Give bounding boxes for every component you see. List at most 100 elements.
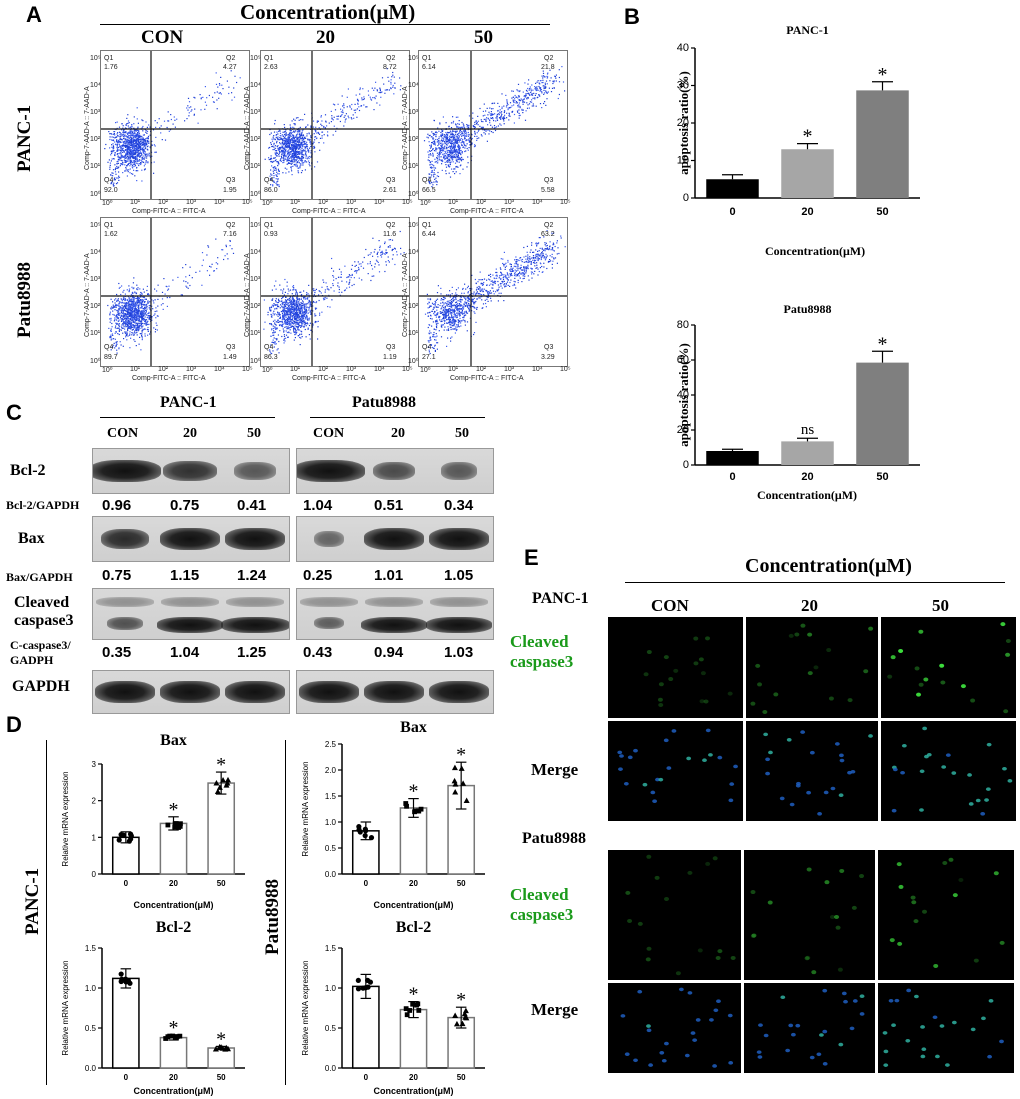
- x-axis-label: Concentration(μM): [374, 900, 454, 910]
- blot-strip: [296, 670, 494, 714]
- data-point: [216, 784, 223, 790]
- quadrant-label: Q3: [386, 344, 396, 351]
- blot-band: [430, 597, 488, 607]
- flow-y-tick: 10²: [90, 136, 101, 143]
- y-tick-label: 1.0: [85, 984, 97, 993]
- data-point: [365, 977, 371, 983]
- flow-y-axis-label: Comp-7-AAD-A :: 7-AAD-A: [244, 253, 251, 337]
- bar: [399, 807, 428, 875]
- data-point: [224, 779, 231, 786]
- flow-x-tick: 10²: [476, 199, 487, 206]
- flow-plot: Q1 1.62 Q2 7.16 Q4 89.7 Q3 1.49: [100, 217, 250, 367]
- x-tick-label: 0: [124, 879, 129, 888]
- x-axis-label: Concentration(μM): [374, 1086, 454, 1096]
- panel-a-letter: A: [26, 2, 42, 27]
- flow-x-tick: 10⁵: [242, 199, 253, 206]
- fluorescence-image-cleaved-caspase3: [608, 850, 741, 980]
- flow-x-tick: 10¹: [448, 199, 459, 206]
- y-tick-label: 2: [92, 797, 97, 806]
- bar: [781, 149, 834, 198]
- flow-x-axis-label: Comp-FITC-A :: FITC-A: [292, 208, 366, 215]
- flow-x-tick: 10⁰: [262, 200, 273, 207]
- data-point: [416, 808, 421, 814]
- quadrant-label: Q1: [422, 222, 432, 229]
- quadrant-label: Q4: [264, 344, 274, 351]
- y-axis-label: Relative mRNA expression: [61, 960, 70, 1055]
- data-point: [410, 1001, 416, 1007]
- data-point: [213, 780, 220, 786]
- bar: [706, 451, 759, 465]
- x-tick-label: 0: [729, 471, 735, 483]
- flow-x-tick: 10⁴: [214, 199, 225, 206]
- panel-e-label-merge-1: Merge: [531, 760, 579, 779]
- y-tick-label: 0.5: [85, 1024, 97, 1033]
- flow-plot: Q1 1.76 Q2 4.27 Q4 92.0 Q3 1.95: [100, 50, 250, 200]
- data-point: [453, 1020, 460, 1027]
- flow-x-tick: 10⁴: [214, 366, 225, 373]
- flow-x-tick: 10¹: [290, 366, 301, 373]
- quadrant-value: 86.3: [264, 354, 278, 361]
- data-point: [356, 824, 362, 830]
- flow-y-tick: 10⁴: [250, 82, 261, 89]
- data-point: [170, 1033, 176, 1039]
- bar: [856, 90, 909, 198]
- wb-ratio: 1.25: [237, 644, 267, 661]
- flow-y-tick: 10⁰: [250, 191, 261, 198]
- flow-x-tick: 10²: [318, 366, 329, 373]
- y-tick-label: 0.0: [325, 870, 337, 879]
- x-tick-label: 0: [124, 1073, 129, 1082]
- wb-ratio: 1.03: [444, 644, 474, 661]
- blot-band: [314, 617, 344, 630]
- y-tick-label: 40: [677, 389, 689, 401]
- flow-y-tick: 10¹: [90, 163, 101, 170]
- quadrant-label: Q1: [264, 222, 274, 229]
- quadrant-value: 0.93: [264, 231, 278, 238]
- flow-x-axis-label: Comp-FITC-A :: FITC-A: [132, 375, 206, 382]
- data-point: [220, 776, 227, 783]
- flow-x-tick: 10³: [504, 199, 515, 206]
- data-point: [120, 832, 127, 838]
- x-tick-label: 50: [217, 1073, 226, 1082]
- x-axis-label: Concentration(μM): [134, 1086, 214, 1096]
- wb-ratio: 1.04: [170, 644, 200, 661]
- y-tick-label: 0: [683, 459, 689, 471]
- x-tick-label: 50: [457, 879, 466, 888]
- data-point: [458, 765, 465, 771]
- quadrant-value: 66.5: [422, 187, 436, 194]
- fluorescence-image-merge: [746, 721, 878, 821]
- panel-e-col-con: CON: [651, 596, 689, 615]
- flow-x-tick: 10⁰: [420, 200, 431, 207]
- flow-x-tick: 10³: [186, 199, 197, 206]
- significance-mark: *: [169, 1017, 179, 1039]
- data-point: [127, 831, 134, 837]
- blot-band: [297, 460, 365, 482]
- data-point: [407, 1008, 413, 1013]
- wb-ratio: 0.35: [102, 644, 132, 661]
- data-point: [452, 1012, 459, 1018]
- panel-c-lane-50-2: 50: [455, 426, 469, 441]
- fluorescence-image-merge: [608, 721, 743, 821]
- blot-strip: [296, 588, 494, 640]
- quadrant-label: Q4: [422, 344, 432, 351]
- flow-y-tick: 10⁵: [90, 55, 101, 62]
- flow-y-tick: 10²: [408, 303, 419, 310]
- blot-strip: [92, 670, 290, 714]
- flow-y-tick: 10¹: [408, 330, 419, 337]
- data-point: [403, 1006, 409, 1012]
- flow-y-axis-label: Comp-7-AAD-A :: 7-AAD-A: [402, 253, 409, 337]
- flow-y-tick: 10¹: [250, 163, 261, 170]
- panel-a-row-patu8988: Patu8988: [14, 262, 35, 338]
- panel-a-header: Concentration(μM): [240, 0, 416, 24]
- wb-ratio: 1.01: [374, 567, 404, 584]
- significance-mark: *: [878, 333, 888, 355]
- fluorescence-image-cleaved-caspase3: [744, 850, 875, 980]
- panel-d-divider-2: [285, 740, 286, 1085]
- quadrant-label: Q4: [264, 177, 274, 184]
- panel-c-letter: C: [6, 400, 22, 425]
- blot-strip: [92, 448, 290, 494]
- wb-ratio: 0.41: [237, 497, 267, 514]
- bar: [159, 822, 188, 875]
- flow-y-tick: 10²: [250, 136, 261, 143]
- panel-e-label-caspase3-1: caspase3: [510, 652, 574, 671]
- data-point: [123, 979, 129, 985]
